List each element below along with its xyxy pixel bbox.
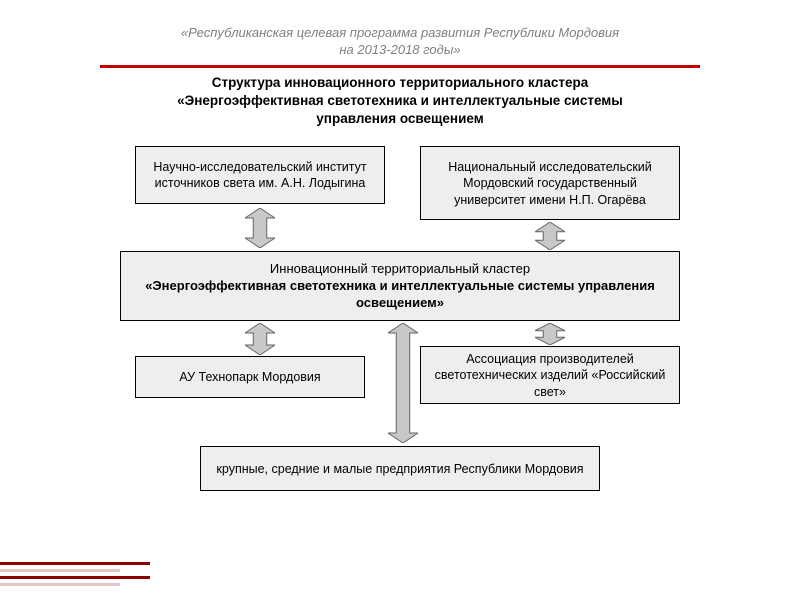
double-arrow-icon <box>245 208 275 248</box>
title-line1: «Республиканская целевая программа разви… <box>181 25 619 40</box>
box-mid-left: АУ Технопарк Мордовия <box>135 356 365 398</box>
subtitle-l1: Структура инновационного территориальног… <box>212 75 589 90</box>
decorative-stripes <box>0 562 150 590</box>
title-line2: на 2013-2018 годы» <box>339 42 460 57</box>
subtitle: Структура инновационного территориальног… <box>0 74 800 147</box>
box-center: Инновационный территориальный кластер«Эн… <box>120 251 680 321</box>
box-bottom: крупные, средние и малые предприятия Рес… <box>200 446 600 491</box>
box-top-left: Научно-исследовательский институт источн… <box>135 146 385 204</box>
box-mid-right: Ассоциация производителей светотехническ… <box>420 346 680 404</box>
cluster-diagram: Научно-исследовательский институт источн… <box>100 146 700 526</box>
program-title: «Республиканская целевая программа разви… <box>0 0 800 65</box>
double-arrow-icon <box>535 323 565 345</box>
stripe <box>0 576 150 579</box>
box-top-right: Национальный исследовательский Мордовски… <box>420 146 680 220</box>
double-arrow-icon <box>245 323 275 355</box>
double-arrow-icon <box>535 222 565 250</box>
stripe <box>0 583 120 586</box>
stripe <box>0 569 120 572</box>
red-divider <box>100 65 700 68</box>
stripe <box>0 562 150 565</box>
subtitle-l3: управления освещением <box>316 111 483 126</box>
double-arrow-icon <box>388 323 418 443</box>
subtitle-l2: «Энергоэффективная светотехника и интелл… <box>177 93 623 108</box>
